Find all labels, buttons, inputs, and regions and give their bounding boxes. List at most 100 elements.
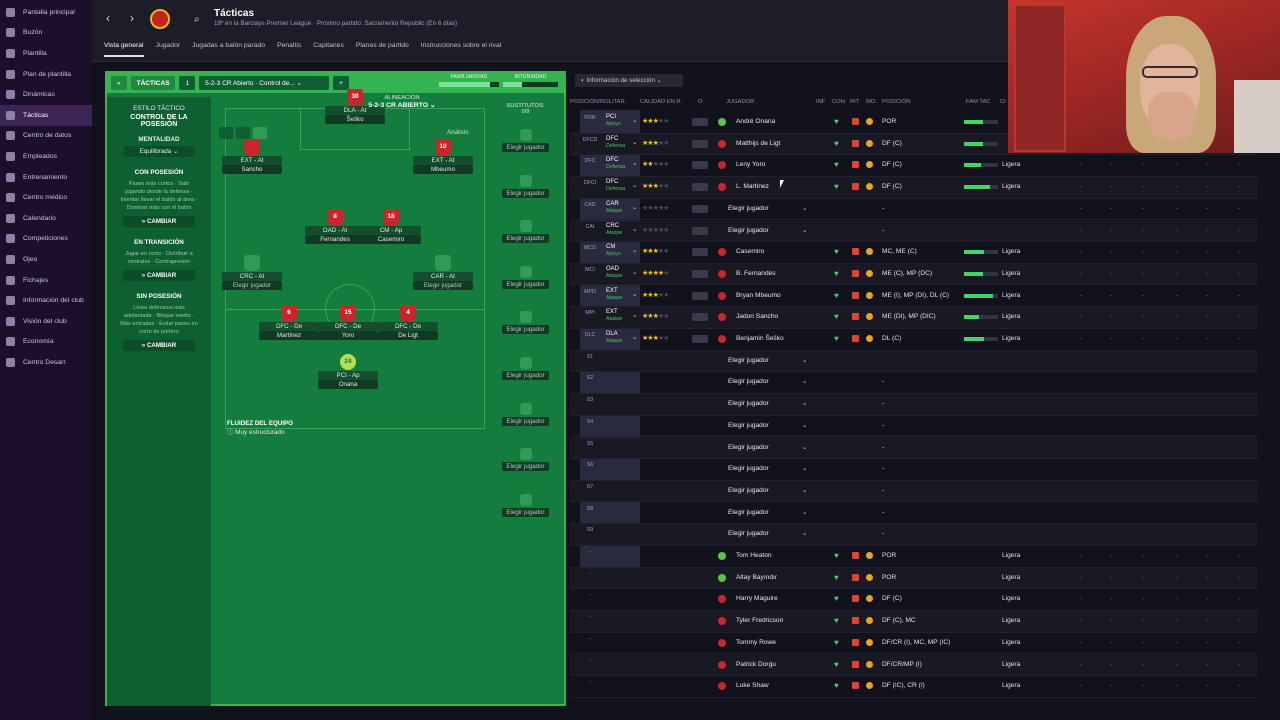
sidebar-item[interactable]: Centro Desarr. [0, 352, 92, 373]
player-name[interactable]: Elegir jugador [728, 356, 769, 364]
player-name[interactable]: André Onana [736, 118, 776, 125]
player-name[interactable]: Altay Bayındır [736, 573, 778, 581]
role-dropdown-icon[interactable]: ⌄ [632, 268, 638, 276]
compare-icon[interactable] [692, 313, 708, 322]
table-row[interactable]: S3 Elegir jugador ⌄ - [570, 394, 1258, 416]
sidebar-item[interactable]: Centro de datos [0, 126, 92, 147]
compare-icon[interactable] [692, 291, 708, 300]
compare-icon[interactable] [692, 269, 708, 278]
list-icon[interactable] [253, 127, 267, 139]
sidebar-item[interactable]: Competiciones [0, 229, 92, 250]
player-name[interactable]: Tom Heaton [736, 552, 772, 559]
player-role[interactable]: PCI - Ap [318, 371, 378, 380]
table-row[interactable]: MPI EXT Ataque ⌄ ★★★★★ Jadon Sancho ♥ ME (DI), … [570, 307, 1258, 329]
tactic-slot[interactable]: 1 [179, 76, 196, 90]
sub-slot[interactable]: Elegir jugador [487, 434, 564, 480]
player-role[interactable]: EXT - At [413, 156, 473, 165]
player-name[interactable]: Patrick Dorgu [736, 660, 776, 668]
sub-select-label[interactable]: Elegir jugador [502, 507, 549, 517]
pitch-player[interactable]: CAR - At Elegir jugador [413, 255, 473, 290]
compare-icon[interactable] [692, 248, 708, 257]
selection-info-dropdown[interactable]: ◐ Información de selección ⌄ [575, 74, 683, 87]
tab-item[interactable]: Penaltis [277, 42, 302, 49]
row-role[interactable]: DFC Defensa [606, 157, 632, 171]
player-role[interactable]: CM - Ap [361, 226, 421, 235]
player-name[interactable]: Sancho [222, 165, 282, 174]
role-dropdown-icon[interactable]: ⌄ [632, 334, 638, 341]
row-role[interactable]: EXT Ataque [606, 309, 632, 323]
tab-item[interactable]: Capitanes [313, 42, 344, 49]
change-button[interactable]: » CAMBIAR [123, 216, 195, 227]
analysis-link[interactable]: Análisis [447, 129, 469, 136]
table-row[interactable]: S5 Elegir jugador ⌄ - [570, 437, 1258, 460]
player-name[interactable]: Šeško [325, 115, 385, 124]
column-header[interactable]: MO. [866, 99, 877, 105]
pitch-player[interactable]: CRC - At Elegir jugador [222, 255, 282, 290]
select-dropdown-icon[interactable]: ⌄ [802, 356, 808, 364]
player-name[interactable]: Luke Shaw [736, 682, 769, 690]
sub-select-label[interactable]: Elegir jugador [502, 416, 549, 426]
table-row[interactable]: CAD CAR Ataque ⌄ ★★★★★ Elegir jugador ⌄ - - - - - - - [570, 199, 1258, 221]
row-role[interactable]: OAD Ataque [606, 266, 632, 280]
sidebar-item[interactable]: Calendario [0, 208, 92, 229]
sub-slot[interactable]: Elegir jugador [487, 206, 564, 252]
compare-icon[interactable] [692, 204, 708, 213]
pitch-player[interactable]: 18 CM - Ap Casemiro [361, 209, 421, 244]
tab-item[interactable]: Instrucciones sobre el rival [420, 42, 502, 49]
table-row[interactable]: S7 Elegir jugador ⌄ - [570, 480, 1258, 503]
column-header[interactable]: FAM TAC [966, 99, 991, 105]
player-name[interactable]: Elegir jugador [728, 421, 769, 429]
column-header[interactable]: INF [816, 99, 826, 105]
player-role[interactable]: OAD - At [305, 226, 365, 235]
mentality-select[interactable]: Equilibrada ⌄ [124, 146, 194, 157]
table-row[interactable]: CAI CRC Ataque ⌄ ★★★★★ Elegir jugador ⌄ - - - - - - - [570, 220, 1258, 243]
pitch-player[interactable]: EXT - At Sancho [222, 139, 282, 174]
player-role[interactable]: EXT - At [222, 156, 282, 165]
add-tactic-button[interactable]: + [333, 76, 349, 90]
select-dropdown-icon[interactable]: ⌄ [802, 443, 808, 451]
column-header[interactable]: JUGADOR [726, 99, 755, 105]
role-dropdown-icon[interactable]: ⌄ [632, 203, 638, 211]
sidebar-item[interactable]: Ojeo [0, 249, 92, 270]
column-header[interactable]: CI [1000, 99, 1006, 105]
role-dropdown-icon[interactable]: ⌄ [632, 247, 638, 255]
player-name[interactable]: Elegir jugador [728, 378, 769, 386]
sub-select-label[interactable]: Elegir jugador [502, 325, 549, 335]
sub-slot[interactable]: Elegir jugador [487, 252, 564, 298]
player-name[interactable]: Tyler Fredricson [736, 617, 784, 625]
formation-name[interactable]: 5-2-3 CR ABIERTO ⌄ [368, 102, 436, 109]
sub-select-label[interactable]: Elegir jugador [502, 279, 549, 289]
sidebar-item[interactable]: Tácticas [0, 104, 92, 126]
table-row[interactable]: DLC DLA Ataque ⌄ ★★★★★ Benjamin Šeško ♥ DL (C) L… [570, 329, 1258, 351]
select-dropdown-icon[interactable]: ⌄ [802, 400, 808, 408]
table-row[interactable]: - Luke Shaw ♥ DF (IC), CR (I) Ligera - - - - - - [570, 676, 1258, 698]
sub-slot[interactable]: Elegir jugador [487, 115, 564, 161]
column-header[interactable]: CALIDAD EN R. [640, 99, 683, 105]
table-row[interactable]: DFC DFC Defensa ⌄ ★★★★★ Leny Yoro ♥ DF (C) Liger… [570, 155, 1258, 177]
role-dropdown-icon[interactable]: ⌄ [632, 225, 638, 233]
player-role[interactable]: DFC - De [378, 322, 438, 331]
role-dropdown-icon[interactable]: ⌄ [632, 290, 638, 298]
player-name[interactable]: L. Martínez [736, 183, 769, 191]
chart-icon[interactable] [236, 127, 250, 139]
sub-slot[interactable]: Elegir jugador [487, 297, 564, 343]
sidebar-item[interactable]: Economía [0, 332, 92, 353]
player-name[interactable]: Casemiro [361, 235, 421, 244]
select-dropdown-icon[interactable]: ⌄ [802, 378, 808, 386]
column-header[interactable]: POSICIÓN [882, 99, 911, 105]
compare-icon[interactable] [692, 226, 708, 235]
select-dropdown-icon[interactable]: ⌄ [802, 465, 808, 473]
pitch-player[interactable]: 4 DFC - De De Ligt [378, 305, 438, 340]
player-name[interactable]: Elegir jugador [728, 486, 769, 494]
search-icon[interactable]: ⌕ [194, 14, 200, 25]
player-name[interactable]: Elegir jugador [728, 530, 769, 538]
table-row[interactable]: - Altay Bayındır ♥ POR Ligera - - - - - - [570, 567, 1258, 590]
player-role[interactable]: DFC - De [318, 322, 378, 331]
sub-select-label[interactable]: Elegir jugador [502, 462, 549, 472]
player-name[interactable]: Bryan Mbeumo [736, 291, 781, 299]
change-button[interactable]: » CAMBIAR [123, 270, 195, 281]
player-name[interactable]: Martínez [259, 331, 319, 340]
role-dropdown-icon[interactable]: ⌄ [632, 117, 638, 124]
sub-slot[interactable]: Elegir jugador [487, 161, 564, 207]
player-role[interactable]: DLA - At [325, 106, 385, 115]
